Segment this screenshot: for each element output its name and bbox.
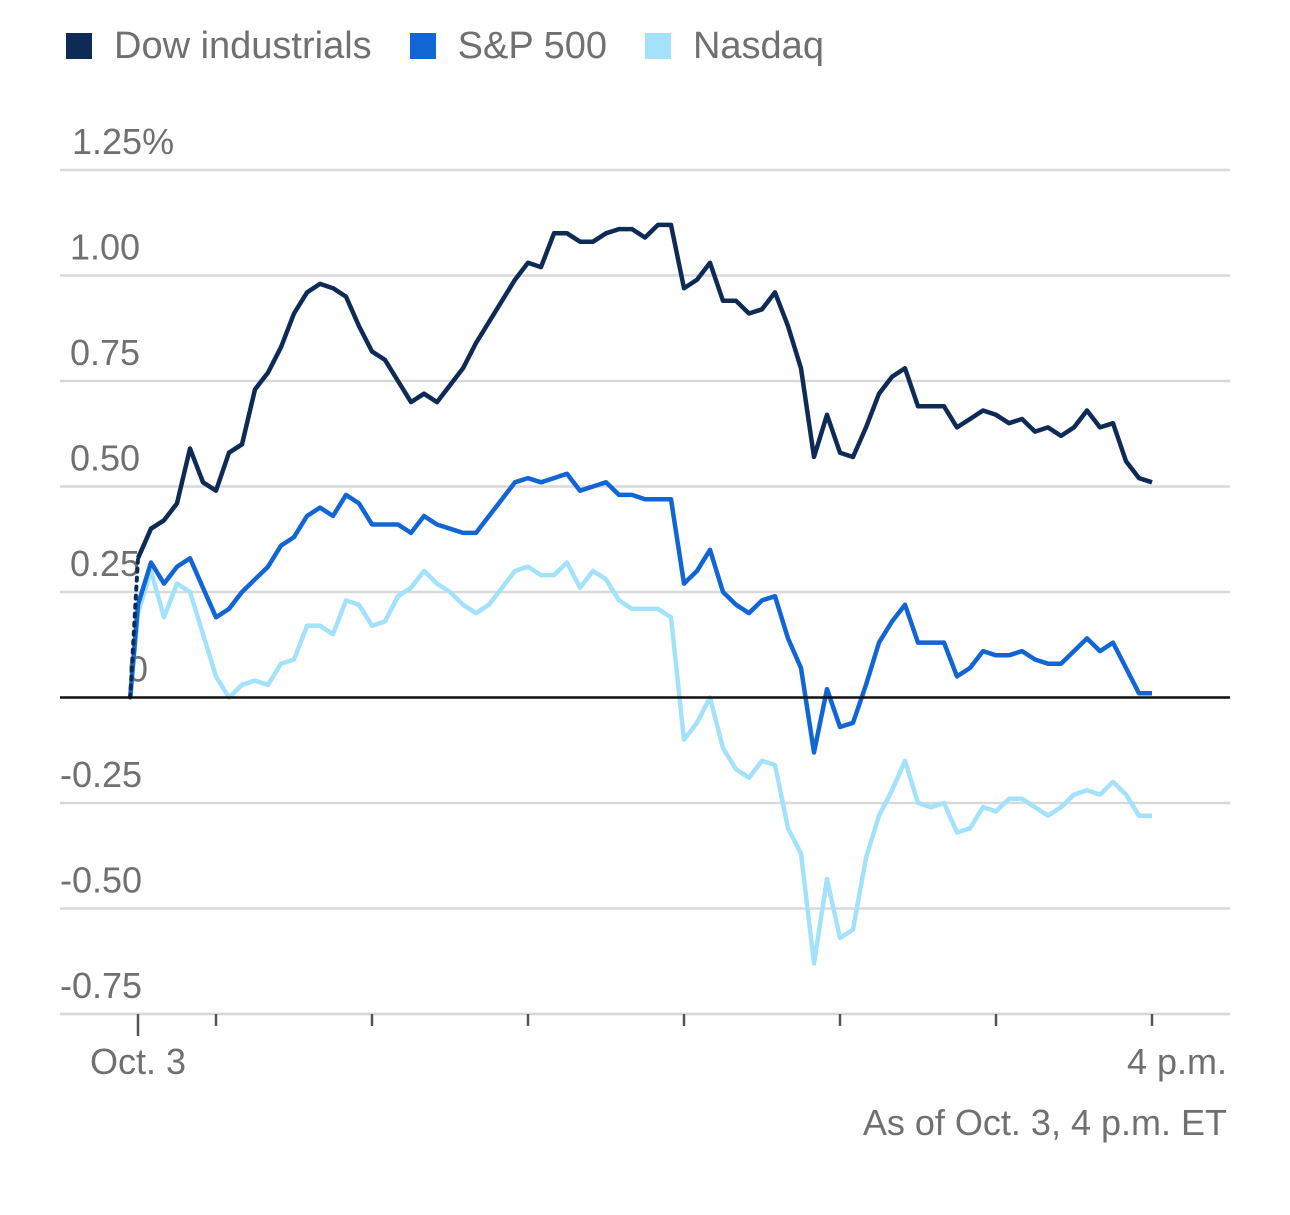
chart-legend: Dow industrials S&P 500 Nasdaq xyxy=(66,24,862,68)
legend-item-sp500: S&P 500 xyxy=(409,24,607,68)
series-line-dow xyxy=(135,222,1153,560)
y-axis-labels: 1.25%1.000.750.500.250-0.25-0.50-0.75 xyxy=(60,121,174,1006)
y-tick-label: 0.75 xyxy=(70,332,140,373)
series-line-dow-open-gap xyxy=(128,556,140,700)
y-tick-label: 1.25% xyxy=(72,121,174,162)
legend-item-dow: Dow industrials xyxy=(66,25,372,68)
x-tick-label: 4 p.m. xyxy=(1127,1041,1227,1082)
series-line-nasdaq xyxy=(127,560,1152,966)
legend-swatch-nasdaq xyxy=(644,33,671,59)
legend-swatch-dow xyxy=(66,33,92,59)
series-line-sp500 xyxy=(127,471,1152,755)
legend-item-nasdaq: Nasdaq xyxy=(644,24,824,68)
y-tick-label: 0.50 xyxy=(70,438,140,479)
y-tick-label: -0.75 xyxy=(60,965,142,1006)
y-tick-label: -0.50 xyxy=(60,860,142,901)
y-tick-label: -0.25 xyxy=(60,754,142,795)
y-tick-label: 1.00 xyxy=(70,227,140,268)
chart-footnote: As of Oct. 3, 4 p.m. ET xyxy=(863,1102,1227,1143)
gridlines xyxy=(60,168,1230,1016)
x-axis: Oct. 3 4 p.m. xyxy=(90,1014,1227,1082)
x-tick-label: Oct. 3 xyxy=(90,1041,186,1082)
legend-label-nasdaq: Nasdaq xyxy=(692,24,824,67)
series-lines xyxy=(60,222,1230,966)
legend-swatch-sp500 xyxy=(409,33,436,59)
y-tick-label: 0.25 xyxy=(70,543,140,584)
legend-label-dow: Dow industrials xyxy=(114,24,372,67)
legend-label-sp500: S&P 500 xyxy=(457,24,607,67)
